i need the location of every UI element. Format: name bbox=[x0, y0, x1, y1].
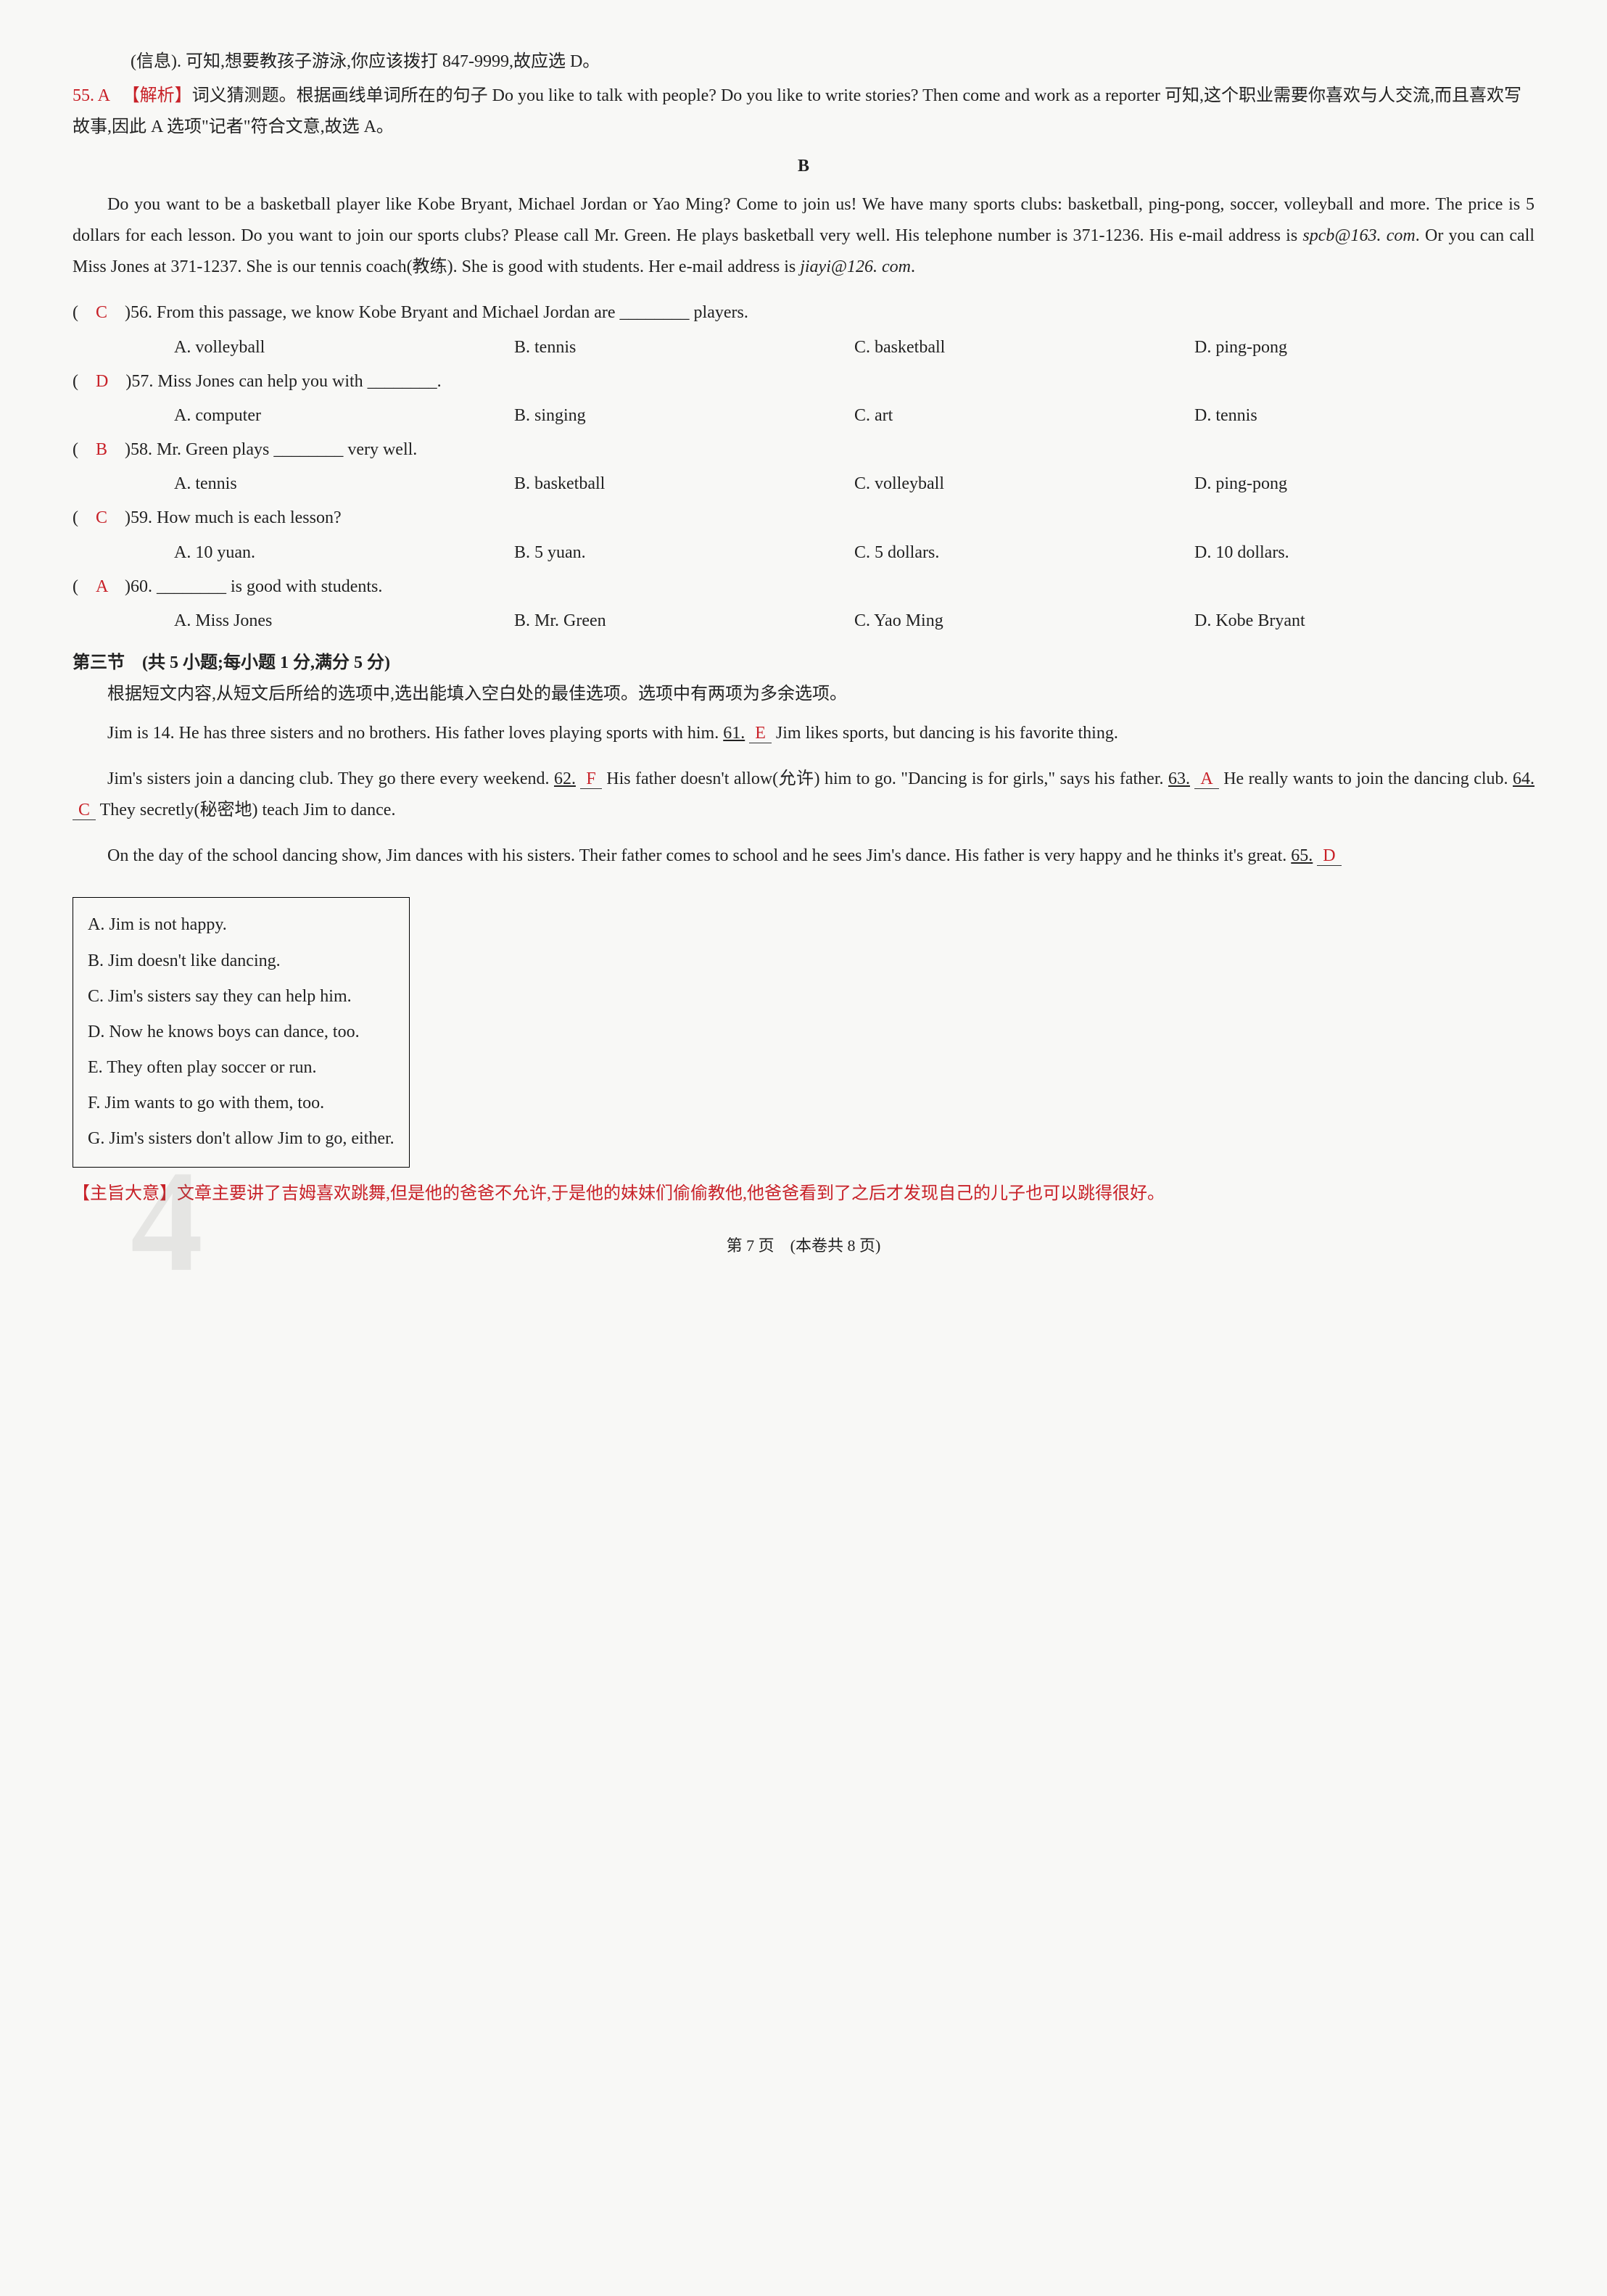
opt-b: B. Jim doesn't like dancing. bbox=[88, 946, 394, 977]
q58-stem: Mr. Green plays ________ very well. bbox=[157, 440, 417, 459]
para1-a: Jim is 14. He has three sisters and no b… bbox=[107, 724, 723, 743]
gap61-ans: E bbox=[749, 724, 772, 743]
q60-options: A. Miss Jones B. Mr. Green C. Yao Ming D… bbox=[174, 606, 1534, 637]
q58-stem-line: ( B )58. Mr. Green plays ________ very w… bbox=[73, 434, 1534, 466]
q57: ( D )57. Miss Jones can help you with __… bbox=[73, 366, 1534, 431]
q60-opt-a: A. Miss Jones bbox=[174, 606, 514, 637]
para2-b: His father doesn't allow(允许) him to go. … bbox=[606, 769, 1168, 788]
q57-ans: D bbox=[96, 372, 108, 391]
option-box: A. Jim is not happy. B. Jim doesn't like… bbox=[73, 897, 410, 1167]
page-footer: 第 7 页 (本卷共 8 页) bbox=[73, 1231, 1534, 1260]
gap63-num: 63. bbox=[1168, 769, 1190, 788]
section3-instr: 根据短文内容,从短文后所给的选项中,选出能填入空白处的最佳选项。选项中有两项为多… bbox=[73, 679, 1534, 710]
q60: ( A )60. ________ is good with students.… bbox=[73, 571, 1534, 637]
q58-opt-b: B. basketball bbox=[514, 468, 854, 500]
q57-opt-c: C. art bbox=[854, 400, 1194, 431]
q58-ans: B bbox=[96, 440, 107, 459]
q56-opt-a: A. volleyball bbox=[174, 332, 514, 363]
q56-options: A. volleyball B. tennis C. basketball D.… bbox=[174, 332, 1534, 363]
q58-num: 58. bbox=[131, 440, 152, 459]
q60-opt-b: B. Mr. Green bbox=[514, 606, 854, 637]
gap62-ans: F bbox=[580, 769, 601, 789]
q57-opt-d: D. tennis bbox=[1194, 400, 1534, 431]
gap63-ans: A bbox=[1194, 769, 1218, 789]
opt-g: G. Jim's sisters don't allow Jim to go, … bbox=[88, 1123, 394, 1155]
gap65-ans: D bbox=[1317, 846, 1341, 866]
para2-a: Jim's sisters join a dancing club. They … bbox=[107, 769, 554, 788]
q57-opt-b: B. singing bbox=[514, 400, 854, 431]
q58-opt-d: D. ping-pong bbox=[1194, 468, 1534, 500]
gap65-num: 65. bbox=[1291, 846, 1313, 865]
opt-e: E. They often play soccer or run. bbox=[88, 1052, 394, 1083]
q57-stem: Miss Jones can help you with ________. bbox=[157, 372, 441, 391]
q60-stem: ________ is good with students. bbox=[157, 577, 382, 596]
summary-block: 4 【主旨大意】文章主要讲了吉姆喜欢跳舞,但是他的爸爸不允许,于是他的妹妹们偷偷… bbox=[73, 1178, 1534, 1210]
q55-analysis-label: 【解析】 bbox=[131, 86, 192, 105]
section3-header: 第三节 (共 5 小题;每小题 1 分,满分 5 分) bbox=[73, 648, 1534, 679]
q56-num: 56. bbox=[131, 303, 152, 322]
q59-opt-b: B. 5 yuan. bbox=[514, 537, 854, 569]
q59: ( C )59. How much is each lesson? A. 10 … bbox=[73, 503, 1534, 568]
q56-opt-b: B. tennis bbox=[514, 332, 854, 363]
q60-ans: A bbox=[96, 577, 107, 596]
q56-opt-d: D. ping-pong bbox=[1194, 332, 1534, 363]
q56-opt-c: C. basketball bbox=[854, 332, 1194, 363]
q59-stem: How much is each lesson? bbox=[157, 508, 342, 527]
q57-stem-line: ( D )57. Miss Jones can help you with __… bbox=[73, 366, 1534, 397]
opt-d: D. Now he knows boys can dance, too. bbox=[88, 1017, 394, 1048]
q59-opt-d: D. 10 dollars. bbox=[1194, 537, 1534, 569]
q58-opt-a: A. tennis bbox=[174, 468, 514, 500]
q59-ans: C bbox=[96, 508, 107, 527]
passage-b: Do you want to be a basketball player li… bbox=[73, 189, 1534, 284]
q59-stem-line: ( C )59. How much is each lesson? bbox=[73, 503, 1534, 534]
cloze-para3: On the day of the school dancing show, J… bbox=[73, 841, 1534, 872]
intro-continuation: (信息). 可知,想要教孩子游泳,你应该拨打 847-9999,故应选 D。 bbox=[73, 46, 1534, 78]
cloze-para2: Jim's sisters join a dancing club. They … bbox=[73, 764, 1534, 826]
gap64-num: 64. bbox=[1513, 769, 1534, 788]
passage-b-email2: jiayi@126. com bbox=[800, 257, 911, 276]
gap64-ans: C bbox=[73, 801, 96, 820]
q57-num: 57. bbox=[131, 372, 153, 391]
q57-options: A. computer B. singing C. art D. tennis bbox=[174, 400, 1534, 431]
q58-opt-c: C. volleyball bbox=[854, 468, 1194, 500]
q59-options: A. 10 yuan. B. 5 yuan. C. 5 dollars. D. … bbox=[174, 537, 1534, 569]
q56-ans: C bbox=[96, 303, 107, 322]
q56-stem-line: ( C )56. From this passage, we know Kobe… bbox=[73, 297, 1534, 329]
q58-options: A. tennis B. basketball C. volleyball D.… bbox=[174, 468, 1534, 500]
opt-a: A. Jim is not happy. bbox=[88, 909, 394, 941]
passage-b-email1: spcb@163. com bbox=[1302, 226, 1415, 245]
q55-text: 词义猜测题。根据画线单词所在的句子 Do you like to talk wi… bbox=[73, 86, 1521, 136]
q60-opt-c: C. Yao Ming bbox=[854, 606, 1194, 637]
section-b-label: B bbox=[73, 151, 1534, 182]
q59-num: 59. bbox=[131, 508, 152, 527]
q56-stem: From this passage, we know Kobe Bryant a… bbox=[157, 303, 748, 322]
q60-num: 60. bbox=[131, 577, 152, 596]
q59-opt-a: A. 10 yuan. bbox=[174, 537, 514, 569]
summary-label: 【主旨大意】 bbox=[73, 1184, 177, 1203]
q57-opt-a: A. computer bbox=[174, 400, 514, 431]
q55-block: 55. A 【解析】词义猜测题。根据画线单词所在的句子 Do you like … bbox=[73, 80, 1534, 143]
q59-opt-c: C. 5 dollars. bbox=[854, 537, 1194, 569]
para3-a: On the day of the school dancing show, J… bbox=[107, 846, 1291, 865]
para1-b: Jim likes sports, but dancing is his fav… bbox=[776, 724, 1118, 743]
cloze-para1: Jim is 14. He has three sisters and no b… bbox=[73, 718, 1534, 749]
intro-text: (信息). 可知,想要教孩子游泳,你应该拨打 847-9999,故应选 D。 bbox=[131, 52, 600, 71]
opt-f: F. Jim wants to go with them, too. bbox=[88, 1088, 394, 1119]
opt-c: C. Jim's sisters say they can help him. bbox=[88, 981, 394, 1012]
q55-label bbox=[114, 86, 131, 105]
q55-num: 55. A bbox=[73, 86, 110, 105]
q58: ( B )58. Mr. Green plays ________ very w… bbox=[73, 434, 1534, 500]
q60-stem-line: ( A )60. ________ is good with students. bbox=[73, 571, 1534, 603]
passage-b-end: . bbox=[911, 257, 915, 276]
q56: ( C )56. From this passage, we know Kobe… bbox=[73, 297, 1534, 363]
summary-text: 文章主要讲了吉姆喜欢跳舞,但是他的爸爸不允许,于是他的妹妹们偷偷教他,他爸爸看到… bbox=[177, 1184, 1165, 1203]
q60-opt-d: D. Kobe Bryant bbox=[1194, 606, 1534, 637]
gap61-num: 61. bbox=[723, 724, 745, 743]
para2-d: They secretly(秘密地) teach Jim to dance. bbox=[100, 801, 396, 819]
gap62-num: 62. bbox=[554, 769, 576, 788]
para2-c: He really wants to join the dancing club… bbox=[1223, 769, 1513, 788]
